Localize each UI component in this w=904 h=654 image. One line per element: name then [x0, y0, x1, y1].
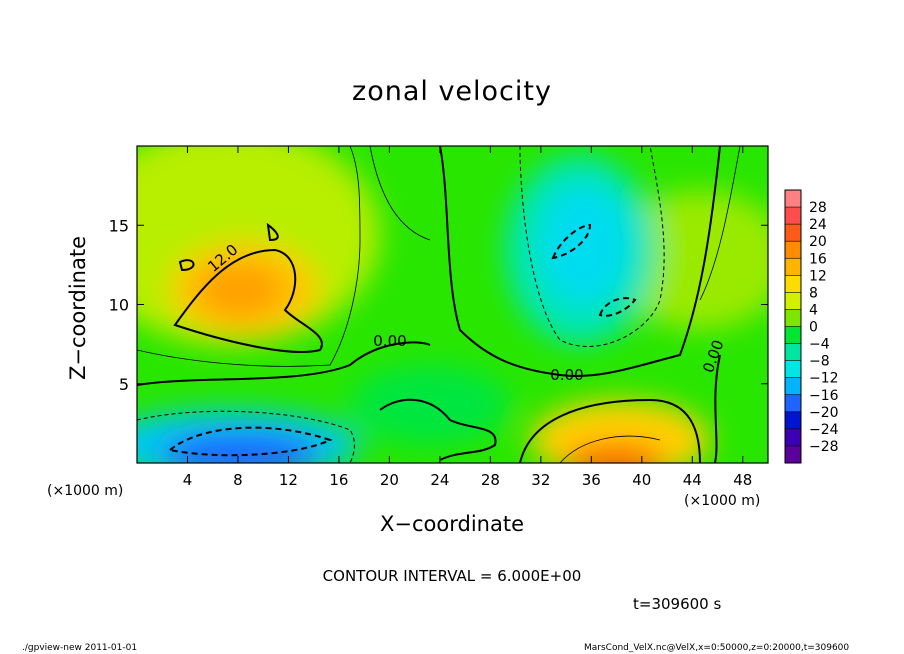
colorbar-label: −16	[809, 388, 839, 404]
colorbar-label: 16	[809, 251, 827, 267]
colorbar-swatch	[785, 224, 801, 242]
colorbar-swatch	[785, 309, 801, 327]
colorbar-swatch	[785, 445, 801, 463]
colorbar-swatch	[785, 207, 801, 225]
colorbar-label: −4	[809, 337, 830, 353]
colorbar-swatch	[785, 428, 801, 446]
x-axis-label: X−coordinate	[380, 512, 524, 536]
timestamp: t=309600 s	[633, 595, 722, 613]
colorbar-label: 8	[809, 285, 818, 301]
y-axis: 5 10 15	[109, 216, 768, 394]
colorbar-label: 20	[809, 234, 827, 250]
y-axis-label: Z−coordinate	[66, 236, 90, 380]
x-tick-label: 40	[632, 471, 651, 489]
chart-title: zonal velocity	[352, 76, 552, 107]
colorbar-label: −8	[809, 354, 830, 370]
x-tick-label: 24	[430, 471, 449, 489]
colorbar-swatch	[785, 326, 801, 344]
colorbar-swatch	[785, 190, 801, 208]
footer-left: ./gpview-new 2011-01-01	[22, 643, 138, 653]
colorbar-label: 28	[809, 200, 827, 216]
x-tick-label: 4	[183, 471, 193, 489]
x-tick-label: 8	[233, 471, 243, 489]
footer-right: MarsCond_VelX.nc@VelX,x=0:50000,z=0:2000…	[584, 643, 850, 653]
colorbar-label: −24	[809, 422, 839, 438]
colorbar-swatch	[785, 343, 801, 361]
x-tick-label: 44	[683, 471, 702, 489]
x-tick-label: 48	[733, 471, 752, 489]
x-unit-label: (×1000 m)	[47, 483, 124, 499]
x-tick-label: 16	[329, 471, 348, 489]
colorbar-label: 4	[809, 302, 818, 318]
colorbar-label: −20	[809, 405, 839, 421]
heatmap-field	[137, 146, 768, 463]
contour-label: 0.00	[373, 332, 406, 350]
y-tick-label: 15	[109, 216, 129, 235]
contour-label: 0.00	[550, 366, 583, 384]
y-tick-label: 5	[119, 375, 129, 394]
contour-labels: 12.00.000.00 0.00	[204, 241, 727, 384]
colorbar-label: 24	[809, 217, 827, 233]
colorbar-swatch	[785, 292, 801, 310]
colorbar-label: 12	[809, 268, 827, 284]
x-tick-label: 20	[380, 471, 399, 489]
colorbar-swatch	[785, 275, 801, 293]
colorbar-label: −28	[809, 439, 839, 455]
colorbar-swatch	[785, 258, 801, 276]
colorbar-swatch	[785, 377, 801, 395]
x-tick-label: 28	[481, 471, 500, 489]
colorbar-swatch	[785, 360, 801, 378]
colorbar-swatch	[785, 241, 801, 259]
colorbar-label: −12	[809, 371, 839, 387]
x-tick-label: 32	[531, 471, 550, 489]
x-axis: 4 8 12 16 20 24 28 32 36 40 44 48	[183, 146, 752, 489]
x-unit-label-right: (×1000 m)	[684, 493, 761, 509]
x-tick-label: 36	[582, 471, 601, 489]
colorbar-swatch	[785, 411, 801, 429]
contour-interval: CONTOUR INTERVAL = 6.000E+00	[322, 567, 582, 585]
colorbar-swatch	[785, 394, 801, 412]
colorbar-label: 0	[809, 320, 818, 336]
x-tick-label: 12	[279, 471, 298, 489]
y-tick-label: 10	[109, 296, 129, 315]
